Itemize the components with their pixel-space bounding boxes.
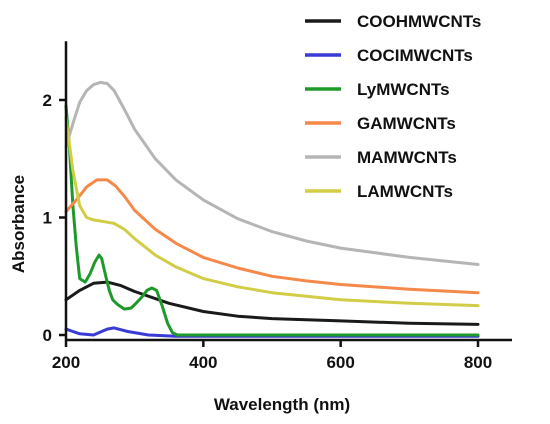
x-tick-label: 800 (464, 353, 492, 372)
series-line-coohmwcnts (64, 280, 480, 326)
legend-label: MAMWCNTs (357, 148, 457, 167)
legend-label: LyMWCNTs (357, 80, 450, 99)
legend-label: COOHMWCNTs (357, 12, 481, 31)
x-tick-label: 200 (52, 353, 80, 372)
y-tick-label: 2 (43, 91, 52, 110)
y-tick-label: 1 (43, 209, 52, 228)
x-axis-title: Wavelength (nm) (214, 395, 350, 414)
y-axis-title: Absorbance (9, 175, 28, 273)
x-tick-label: 400 (189, 353, 217, 372)
series-line-lymwcnts (64, 104, 480, 337)
legend-label: LAMWCNTs (357, 182, 453, 201)
legend: COOHMWCNTs COCIMWCNTs LyMWCNTs GAMWCNTs MAMW… (305, 12, 481, 201)
ticks-layer: 200 400 600 800 0 1 2 (43, 91, 493, 372)
series-layer (64, 80, 480, 338)
legend-label: COCIMWCNTs (357, 46, 473, 65)
series-line-gamwcnts (64, 178, 480, 295)
series-line-mamwcnts (64, 80, 480, 266)
y-tick-label: 0 (43, 326, 52, 345)
x-tick-label: 600 (326, 353, 354, 372)
series-line-lamwcnts (64, 116, 480, 308)
legend-label: GAMWCNTs (357, 114, 456, 133)
